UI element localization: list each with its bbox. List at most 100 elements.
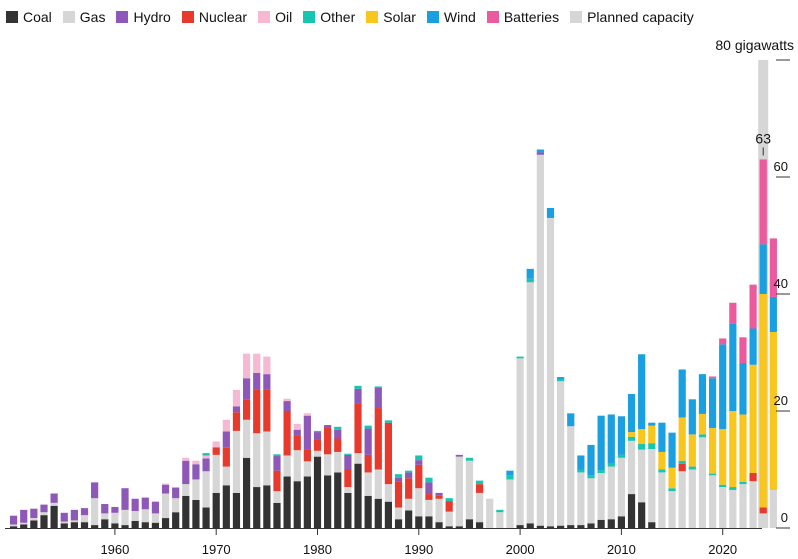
- bar-2017-other: [688, 466, 696, 470]
- bar-2022-solar: [739, 414, 747, 482]
- bar-2025-batteries: [769, 238, 777, 297]
- bar-1967-hydro: [182, 460, 190, 485]
- bar-1998-gas: [496, 512, 504, 528]
- bar-2002-coal: [536, 525, 544, 528]
- bar-2012-other: [638, 443, 646, 450]
- bar-1972-gas: [232, 430, 241, 493]
- bar-2021-wind: [729, 323, 737, 411]
- bar-2019-solar: [708, 427, 717, 474]
- bar-1987-nuclear: [384, 422, 393, 485]
- bar-1979-hydro: [303, 415, 311, 450]
- x-tick-label-1970: 1970: [202, 542, 231, 557]
- bar-2014-other: [658, 469, 666, 473]
- bar-2003-gas: [546, 217, 555, 527]
- bar-2001-coal: [526, 523, 534, 528]
- bar-2002-wind: [536, 149, 544, 153]
- bar-1961-hydro: [121, 488, 129, 510]
- bar-1953-hydro: [40, 504, 48, 513]
- bar-1969-gas: [202, 471, 210, 508]
- bar-2015-other: [668, 488, 676, 492]
- bar-2015-gas: [668, 491, 676, 528]
- bar-1993-other: [445, 498, 453, 502]
- bar-2004-wind: [557, 377, 565, 380]
- chart-legend: Coal Gas Hydro Nuclear Oil Other Solar Wind Batt…: [6, 6, 705, 28]
- bar-1975-coal: [263, 485, 271, 528]
- bar-1992-hydro: [435, 492, 443, 496]
- bar-1988-nuclear: [394, 481, 403, 508]
- x-tick-label-1980: 1980: [303, 542, 332, 557]
- bar-1958-hydro: [91, 482, 99, 499]
- bar-1989-coal: [405, 510, 413, 528]
- legend-swatch-wind: [426, 11, 439, 23]
- bar-1959-hydro: [101, 504, 109, 514]
- bar-2018-other: [698, 434, 707, 438]
- y-tick-label-20: 20: [774, 393, 788, 408]
- annotation-layer: 63: [755, 130, 771, 156]
- bar-1974-coal: [253, 487, 261, 528]
- bar-1962-gas: [131, 511, 139, 521]
- bar-1997-gas: [486, 498, 494, 528]
- bar-1976-gas: [273, 491, 281, 503]
- legend-item-wind: Wind: [426, 8, 476, 26]
- x-tick-label-2020: 2020: [708, 542, 737, 557]
- bar-1964-coal: [151, 522, 160, 528]
- bar-2024-solar: [759, 294, 767, 508]
- legend-item-gas: Gas: [62, 8, 105, 26]
- bar-2010-gas: [617, 457, 625, 517]
- bar-1995-gas: [465, 460, 474, 520]
- legend-label-solar: Solar: [383, 9, 416, 25]
- bar-2012-gas: [638, 449, 646, 503]
- bar-2009-other: [607, 463, 615, 467]
- bar-1977-oil: [283, 398, 291, 402]
- legend-swatch-other: [303, 11, 316, 23]
- bar-1978-hydro: [293, 429, 301, 436]
- bar-1976-coal: [273, 502, 281, 528]
- bar-1966-oil: [172, 487, 180, 488]
- bar-1971-hydro: [222, 431, 230, 448]
- bar-2008-wind: [597, 415, 605, 471]
- bar-2005-gas: [567, 426, 575, 526]
- bar-1965-oil: [161, 483, 170, 485]
- bar-1951-hydro: [20, 509, 28, 523]
- bar-1950-gas: [10, 524, 18, 527]
- bar-1959-coal: [101, 519, 109, 528]
- bar-1990-gas: [415, 488, 423, 517]
- bar-2006-wind: [577, 455, 585, 470]
- bar-1952-hydro: [30, 508, 38, 519]
- bar-2022-batteries: [739, 337, 747, 364]
- bar-2019-other: [708, 473, 717, 476]
- bar-1982-nuclear: [334, 438, 342, 452]
- bar-1986-gas: [374, 469, 382, 499]
- bar-2006-gas: [577, 472, 585, 526]
- bar-1983-gas: [344, 487, 352, 493]
- x-tick-label-1990: 1990: [404, 542, 433, 557]
- bar-1983-other: [344, 453, 352, 455]
- bar-1955-coal: [60, 523, 68, 528]
- bar-2006-coal: [577, 525, 585, 528]
- annotation-label: 63: [755, 130, 771, 146]
- bar-1962-hydro: [131, 498, 139, 512]
- bar-2017-gas: [688, 469, 696, 528]
- bar-2013-solar: [648, 425, 656, 444]
- bar-2021-batteries: [729, 302, 737, 324]
- legend-label-wind: Wind: [443, 9, 476, 25]
- bar-2011-wind: [627, 394, 636, 433]
- bar-1991-hydro: [425, 482, 433, 495]
- bar-1979-oil: [303, 413, 311, 416]
- bar-1969-other: [202, 453, 210, 456]
- bar-1988-hydro: [394, 477, 403, 482]
- bar-1970-gas: [212, 454, 220, 493]
- bar-2002-hydro: [536, 152, 544, 155]
- bar-1980-coal: [313, 456, 322, 528]
- x-tick-label-1960: 1960: [100, 542, 129, 557]
- legend-item-batteries: Batteries: [486, 8, 559, 26]
- bar-2021-solar: [729, 411, 737, 488]
- bar-1965-coal: [161, 518, 170, 528]
- bar-2020-gas: [719, 487, 727, 528]
- bar-2024-wind: [759, 244, 767, 294]
- bar-2018-solar: [698, 413, 707, 435]
- bar-1977-nuclear: [283, 411, 291, 456]
- bar-1994-coal: [455, 526, 463, 528]
- bar-2008-other: [597, 470, 605, 474]
